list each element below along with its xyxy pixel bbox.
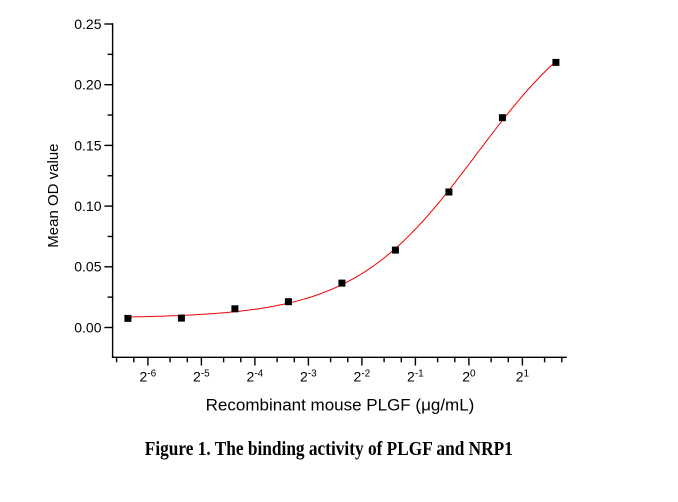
svg-text:Figure 1. The binding activity: Figure 1. The binding activity of PLGF a… (145, 439, 513, 460)
svg-text:0.15: 0.15 (74, 137, 101, 153)
svg-text:Mean OD value: Mean OD value (45, 143, 62, 247)
svg-text:0.20: 0.20 (74, 77, 101, 93)
svg-text:0.00: 0.00 (74, 319, 101, 335)
svg-text:0.10: 0.10 (74, 198, 101, 214)
svg-text:Recombinant mouse PLGF (μg/mL): Recombinant mouse PLGF (μg/mL) (206, 396, 475, 415)
svg-text:0.05: 0.05 (74, 259, 101, 275)
svg-text:0.25: 0.25 (74, 16, 101, 32)
